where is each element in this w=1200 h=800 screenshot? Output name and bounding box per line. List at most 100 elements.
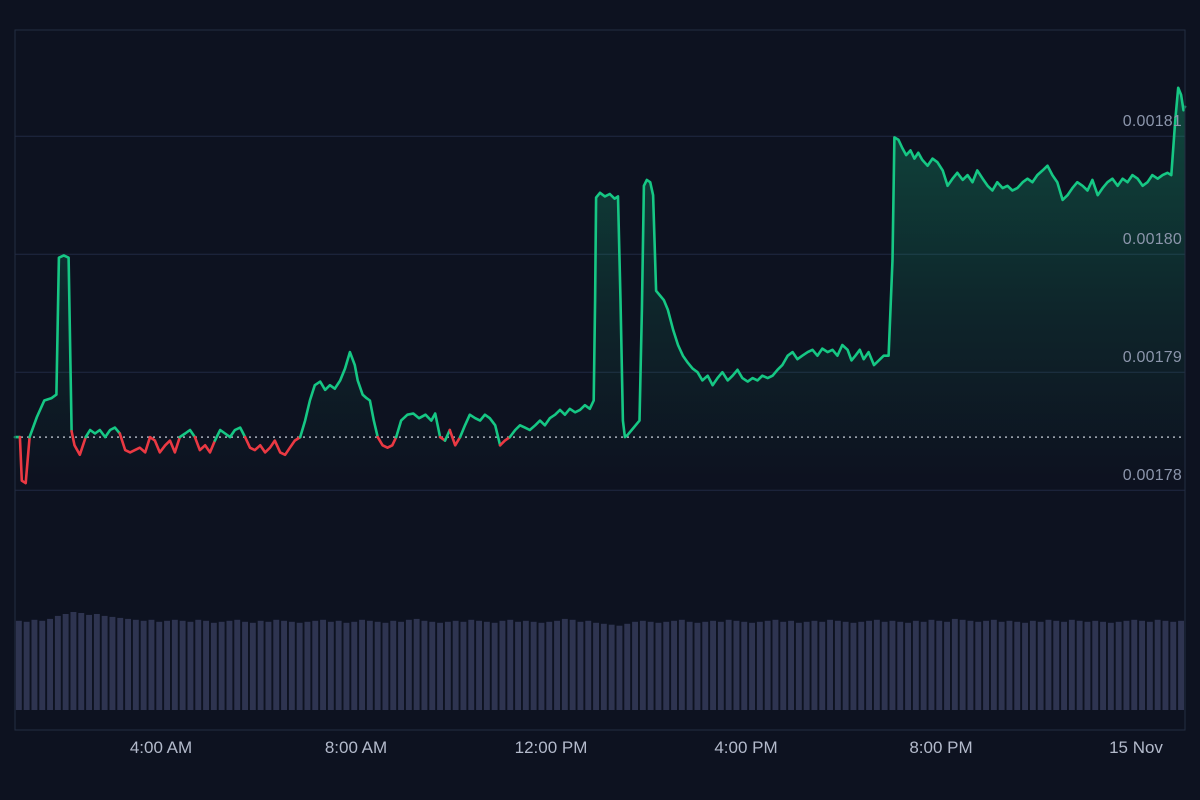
volume-bar — [702, 621, 709, 710]
volume-bar — [858, 621, 865, 710]
volume-bar — [850, 622, 857, 710]
price-line-segment — [18, 435, 31, 485]
volume-bar — [671, 620, 677, 710]
volume-bar — [390, 620, 397, 710]
volume-bar — [54, 615, 61, 710]
volume-bar — [936, 620, 943, 710]
volume-bar — [483, 621, 490, 710]
chart-frame — [14, 29, 1186, 731]
volume-bar — [975, 621, 982, 710]
volume-bar — [733, 620, 740, 710]
volume-bar — [234, 619, 241, 710]
price-line-segment — [243, 435, 302, 457]
volume-bar — [1061, 621, 1067, 710]
price-line-segment — [193, 435, 217, 454]
volume-bar — [772, 619, 779, 710]
volume-bar — [998, 621, 1005, 710]
volume-bar — [1100, 621, 1106, 710]
volume-bar — [429, 621, 436, 710]
volume-bar — [242, 621, 248, 710]
volume-bar — [538, 622, 545, 710]
volume-bar — [351, 621, 358, 710]
price-line-segment — [298, 350, 380, 439]
volume-bar — [1154, 619, 1161, 710]
volume-bar — [873, 619, 880, 710]
volume-bar — [593, 622, 599, 710]
volume-bar — [1068, 619, 1075, 710]
volume-bar — [577, 621, 584, 710]
volume-bar — [1123, 620, 1130, 710]
volume-bar — [1037, 621, 1044, 710]
volume-bar — [1014, 621, 1021, 710]
price-line-segment — [443, 428, 452, 442]
volume-bar — [78, 613, 85, 710]
volume-bar — [1107, 622, 1114, 710]
volume-bar — [304, 621, 311, 710]
volume-bar — [23, 621, 30, 710]
volume-bar — [788, 620, 794, 710]
volume-bar — [897, 621, 904, 710]
volume-bar — [47, 618, 53, 710]
volume-bar — [15, 620, 22, 710]
x-axis-label: 12:00 PM — [514, 738, 588, 757]
volume-bar — [624, 623, 631, 710]
volume-bar — [780, 621, 787, 710]
volume-bar — [655, 622, 662, 710]
volume-bar — [803, 621, 810, 710]
volume-bar — [842, 621, 849, 710]
volume-bar — [374, 621, 381, 710]
chart-frame-border — [14, 29, 1186, 731]
price-area-fill-layer — [15, 87, 1185, 549]
volume-bar — [600, 623, 607, 710]
volume-bar — [811, 620, 818, 710]
volume-bar — [398, 621, 404, 710]
volume-bar — [203, 620, 209, 710]
volume-bar — [156, 621, 163, 710]
volume-bar — [1092, 620, 1099, 710]
volume-bar — [101, 615, 108, 710]
volume-bar — [452, 620, 459, 710]
volume-bar — [187, 621, 194, 710]
volume-bar — [967, 620, 974, 710]
volume-bar — [795, 622, 802, 710]
volume-bar — [507, 619, 514, 710]
volume-bar — [39, 620, 46, 710]
volume-bar — [725, 619, 732, 710]
volume-bar — [125, 618, 131, 710]
volume-bar — [312, 620, 319, 710]
volume-bar — [171, 619, 178, 710]
volume-bar — [382, 622, 389, 710]
volume-bar — [1115, 621, 1122, 710]
volume-bar — [561, 618, 568, 710]
volume-bar — [663, 621, 670, 710]
volume-bar — [866, 620, 872, 710]
volume-bar — [585, 620, 592, 710]
volume-bar — [819, 621, 826, 710]
price-line-segment — [498, 435, 512, 447]
volume-bar — [944, 621, 950, 710]
volume-bar — [179, 620, 186, 710]
volume-bar — [983, 620, 989, 710]
volume-bar — [1178, 620, 1184, 710]
volume-bar — [710, 620, 716, 710]
volume-bar — [476, 620, 482, 710]
volume-bar — [148, 619, 155, 710]
volume-bar — [195, 619, 202, 710]
volume-bar — [210, 622, 217, 710]
volume-bar — [928, 619, 935, 710]
volume-bar — [70, 612, 77, 710]
volume-bar — [437, 622, 443, 710]
volume-bar — [1053, 620, 1060, 710]
volume-bar — [749, 622, 755, 710]
volume-bar — [491, 622, 498, 710]
volume-bar — [546, 621, 553, 710]
volume-bar — [1146, 621, 1153, 710]
volume-bar — [1084, 621, 1091, 710]
volume-bar — [405, 619, 412, 710]
x-axis-label: 4:00 AM — [129, 738, 193, 757]
volume-bar — [296, 622, 303, 710]
volume-bar — [343, 622, 350, 710]
volume-bar — [951, 618, 958, 710]
price-line-segment — [213, 426, 247, 442]
